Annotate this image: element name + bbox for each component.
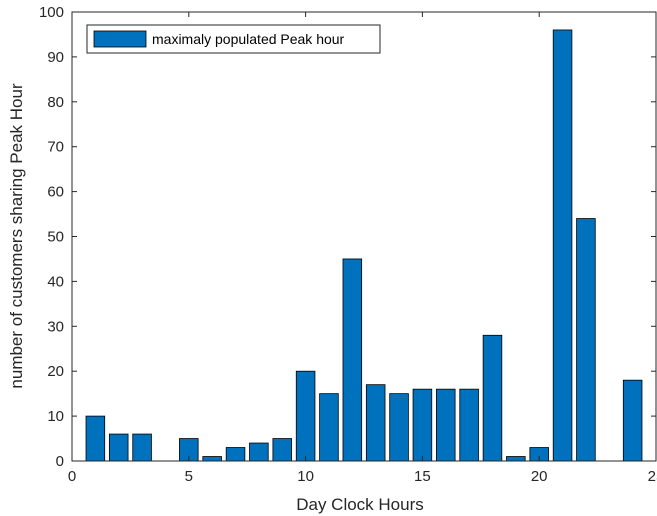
bar-hour-19 bbox=[506, 456, 526, 462]
bar-hour-7 bbox=[225, 447, 246, 462]
x-tick-label: 20 bbox=[531, 468, 548, 485]
x-tick-label: 10 bbox=[297, 468, 314, 485]
bar-hour-22 bbox=[576, 218, 596, 462]
y-axis-label: number of customers sharing Peak Hour bbox=[7, 83, 26, 389]
x-tick-label: 0 bbox=[68, 468, 76, 485]
y-tick-label: 0 bbox=[56, 453, 64, 470]
bar-hour-24 bbox=[622, 379, 643, 462]
y-tick-label: 20 bbox=[47, 363, 64, 380]
bar-hour-3 bbox=[132, 433, 152, 462]
x-tick-label: 5 bbox=[185, 468, 193, 485]
y-tick-label: 60 bbox=[47, 184, 64, 201]
bar-hour-21 bbox=[552, 29, 573, 462]
x-axis-label: Day Clock Hours bbox=[296, 495, 424, 514]
y-tick-label: 50 bbox=[47, 229, 64, 246]
x-tick-label: 25 bbox=[648, 468, 657, 485]
bar-hour-12 bbox=[342, 258, 363, 462]
bar-hour-17 bbox=[459, 388, 479, 462]
y-tick-label: 70 bbox=[47, 139, 64, 156]
x-tick-label: 15 bbox=[414, 468, 431, 485]
y-tick-label: 10 bbox=[47, 408, 64, 425]
y-tick-label: 80 bbox=[47, 94, 64, 111]
bar-hour-8 bbox=[249, 442, 269, 462]
legend-label: maximaly populated Peak hour bbox=[152, 31, 345, 47]
bar-hour-16 bbox=[436, 388, 456, 462]
bar-hour-10 bbox=[295, 370, 316, 462]
y-tick-label: 40 bbox=[47, 273, 64, 290]
y-tick-label: 30 bbox=[47, 318, 64, 335]
bar-hour-9 bbox=[272, 438, 292, 462]
bar-hour-2 bbox=[108, 433, 129, 462]
legend: maximaly populated Peak hour bbox=[86, 24, 381, 54]
bar-hour-15 bbox=[412, 388, 433, 462]
bar-hour-14 bbox=[389, 393, 409, 462]
bars-group bbox=[85, 29, 643, 462]
bar-hour-13 bbox=[365, 384, 386, 462]
bar-hour-1 bbox=[85, 415, 106, 462]
bar-hour-18 bbox=[482, 334, 503, 462]
y-tick-label: 90 bbox=[47, 49, 64, 66]
y-tick-label: 100 bbox=[39, 4, 64, 21]
bar-hour-11 bbox=[319, 393, 339, 462]
ticks-group: 0 5 10 15 20 25 0 10 20 30 40 50 60 70 80 90 100 bbox=[39, 4, 657, 485]
bar-hour-6 bbox=[202, 456, 222, 462]
legend-swatch bbox=[93, 30, 147, 48]
